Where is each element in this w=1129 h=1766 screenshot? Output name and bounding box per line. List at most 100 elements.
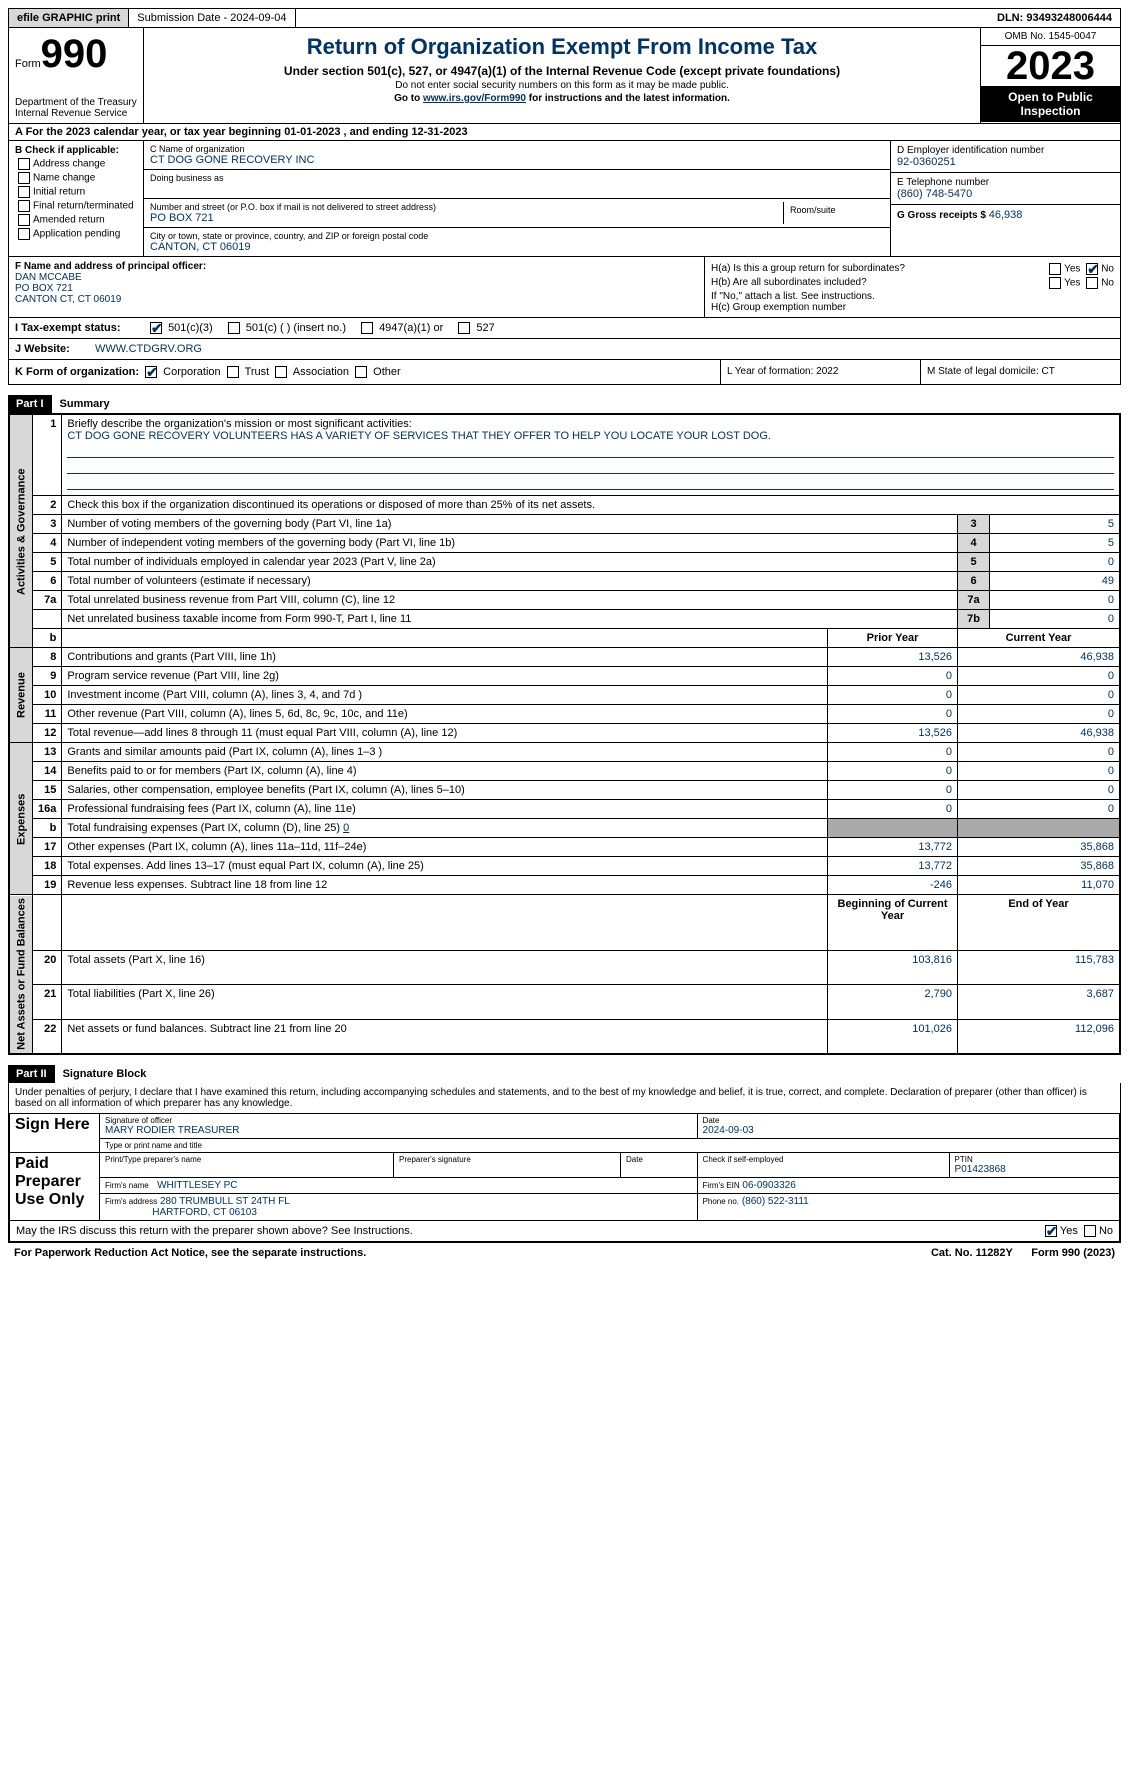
- hb-yes[interactable]: [1049, 277, 1061, 289]
- checkbox-final-return[interactable]: [18, 200, 30, 212]
- q7b: Net unrelated business taxable income fr…: [62, 610, 958, 629]
- firm-ein-label: Firm's EIN: [703, 1181, 740, 1190]
- ein-label: D Employer identification number: [897, 145, 1114, 156]
- ha-no[interactable]: [1086, 263, 1098, 275]
- dept-treasury: Department of the Treasury: [15, 97, 137, 108]
- ein-value: 92-0360251: [897, 156, 1114, 168]
- part2-header: Part II: [8, 1065, 55, 1083]
- q6: Total number of volunteers (estimate if …: [62, 572, 958, 591]
- form-label: Form: [15, 58, 41, 70]
- instructions-link[interactable]: www.irs.gov/Form990: [423, 93, 526, 104]
- end-header: End of Year: [958, 895, 1120, 951]
- gross-label: G Gross receipts $: [897, 210, 986, 221]
- q21: Total liabilities (Part X, line 26): [62, 985, 828, 1019]
- q4: Number of independent voting members of …: [62, 534, 958, 553]
- ptin-label: PTIN: [955, 1155, 1114, 1164]
- prep-sig-label: Preparer's signature: [399, 1155, 615, 1164]
- checkbox-application-pending[interactable]: [18, 228, 30, 240]
- q5: Total number of individuals employed in …: [62, 553, 958, 572]
- submission-date: Submission Date - 2024-09-04: [129, 9, 295, 27]
- discuss-no[interactable]: [1084, 1225, 1096, 1237]
- v4: 5: [990, 534, 1120, 553]
- q16a: Professional fundraising fees (Part IX, …: [62, 800, 828, 819]
- cb-corporation[interactable]: [145, 366, 157, 378]
- firm-name: WHITTLESEY PC: [157, 1180, 237, 1191]
- phone-label: Phone no.: [703, 1197, 739, 1206]
- firm-addr1: 280 TRUMBULL ST 24TH FL: [160, 1196, 290, 1207]
- cb-4947[interactable]: [361, 322, 373, 334]
- p16a: 0: [828, 800, 958, 819]
- cb-501c[interactable]: [228, 322, 240, 334]
- p19: -246: [828, 876, 958, 895]
- p12: 13,526: [828, 724, 958, 743]
- form-header: Form990 Department of the Treasury Inter…: [8, 28, 1121, 124]
- firm-phone: (860) 522-3111: [742, 1196, 809, 1207]
- sign-here-label: Sign Here: [10, 1114, 100, 1153]
- q16b: Total fundraising expenses (Part IX, col…: [67, 822, 343, 834]
- q13: Grants and similar amounts paid (Part IX…: [62, 743, 828, 762]
- irs-label: Internal Revenue Service: [15, 108, 137, 119]
- v7b: 0: [990, 610, 1120, 629]
- sig-date-label: Date: [703, 1116, 1114, 1125]
- org-name-label: C Name of organization: [150, 144, 884, 154]
- tax-exempt-status: I Tax-exempt status: 501(c)(3) 501(c) ( …: [8, 318, 1121, 339]
- c17: 35,868: [958, 838, 1120, 857]
- checkbox-initial-return[interactable]: [18, 186, 30, 198]
- p17: 13,772: [828, 838, 958, 857]
- c15: 0: [958, 781, 1120, 800]
- q17: Other expenses (Part IX, column (A), lin…: [62, 838, 828, 857]
- c8: 46,938: [958, 648, 1120, 667]
- c19: 11,070: [958, 876, 1120, 895]
- q14: Benefits paid to or for members (Part IX…: [62, 762, 828, 781]
- cb-other[interactable]: [355, 366, 367, 378]
- checkbox-address-change[interactable]: [18, 158, 30, 170]
- street-value: PO BOX 721: [150, 212, 783, 224]
- q8: Contributions and grants (Part VIII, lin…: [62, 648, 828, 667]
- q2: Check this box if the organization disco…: [67, 499, 595, 511]
- q10: Investment income (Part VIII, column (A)…: [62, 686, 828, 705]
- summary-table: Activities & Governance 1 Briefly descri…: [9, 414, 1120, 1054]
- q1: Briefly describe the organization's miss…: [67, 418, 411, 430]
- p10: 0: [828, 686, 958, 705]
- cb-trust[interactable]: [227, 366, 239, 378]
- officer-name: DAN MCCABE: [15, 272, 82, 283]
- prior-header: Prior Year: [828, 629, 958, 648]
- c12: 46,938: [958, 724, 1120, 743]
- box-f: F Name and address of principal officer:…: [9, 257, 705, 317]
- firm-name-label: Firm's name: [105, 1181, 149, 1190]
- prep-name-label: Print/Type preparer's name: [105, 1155, 388, 1164]
- cb-527[interactable]: [458, 322, 470, 334]
- q12: Total revenue—add lines 8 through 11 (mu…: [62, 724, 828, 743]
- paid-preparer-label: Paid Preparer Use Only: [10, 1153, 100, 1221]
- form-subtitle: Under section 501(c), 527, or 4947(a)(1)…: [150, 64, 974, 78]
- cat-number: Cat. No. 11282Y: [931, 1247, 1013, 1259]
- c18: 35,868: [958, 857, 1120, 876]
- box-b-header: B Check if applicable:: [15, 145, 119, 156]
- q16b-val: 0: [343, 822, 349, 834]
- city-label: City or town, state or province, country…: [150, 231, 884, 241]
- cb-association[interactable]: [275, 366, 287, 378]
- cb-501c3[interactable]: [150, 322, 162, 334]
- c20: 115,783: [958, 951, 1120, 985]
- current-header: Current Year: [958, 629, 1120, 648]
- form-title: Return of Organization Exempt From Incom…: [150, 34, 974, 60]
- discuss-yes[interactable]: [1045, 1225, 1057, 1237]
- goto-prefix: Go to: [394, 93, 423, 104]
- gross-value: 46,938: [989, 209, 1023, 221]
- ha-yes[interactable]: [1049, 263, 1061, 275]
- q3: Number of voting members of the governin…: [62, 515, 958, 534]
- efile-print-button[interactable]: efile GRAPHIC print: [9, 9, 129, 27]
- mission-text: CT DOG GONE RECOVERY VOLUNTEERS HAS A VA…: [67, 430, 771, 442]
- part2-title: Signature Block: [55, 1065, 155, 1083]
- c16a: 0: [958, 800, 1120, 819]
- firm-addr-label: Firm's address: [105, 1197, 157, 1206]
- q18: Total expenses. Add lines 13–17 (must eq…: [62, 857, 828, 876]
- hb-no[interactable]: [1086, 277, 1098, 289]
- v5: 0: [990, 553, 1120, 572]
- declaration-text: Under penalties of perjury, I declare th…: [9, 1083, 1120, 1113]
- form-number: 990: [41, 32, 108, 76]
- checkbox-amended-return[interactable]: [18, 214, 30, 226]
- side-netassets: Net Assets or Fund Balances: [10, 895, 33, 1054]
- p20: 103,816: [828, 951, 958, 985]
- checkbox-name-change[interactable]: [18, 172, 30, 184]
